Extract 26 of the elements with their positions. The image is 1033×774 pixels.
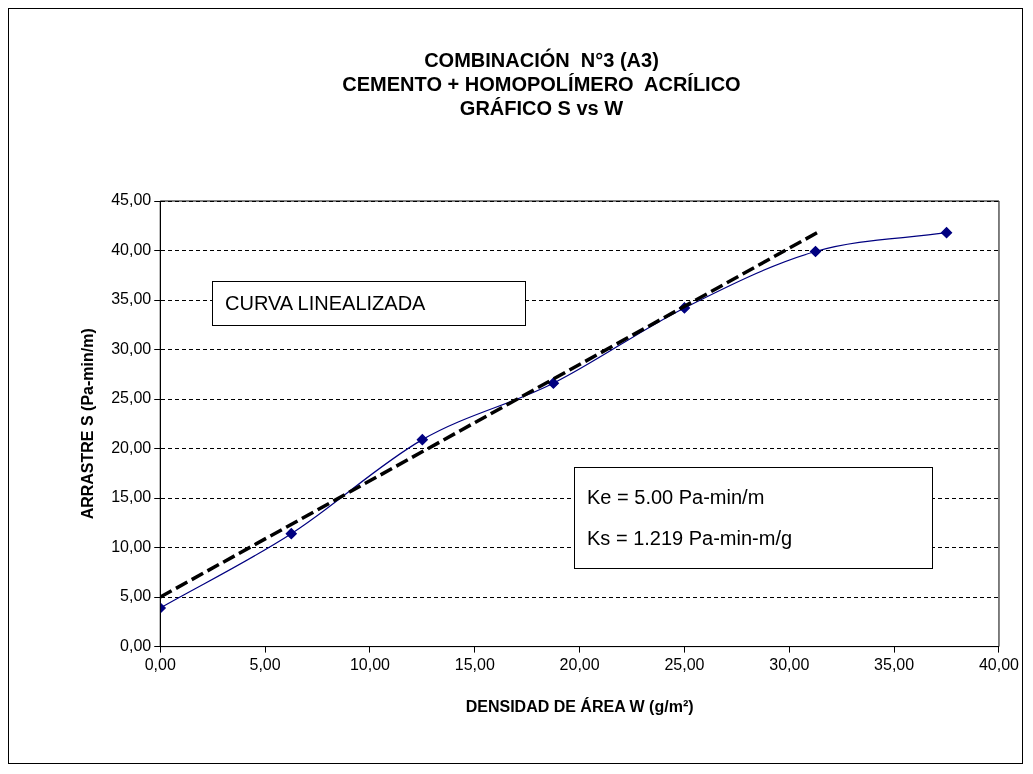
x-tick-label: 35,00: [874, 655, 915, 673]
x-tick-label: 10,00: [349, 655, 391, 673]
y-axis-title: ARRASTRE S (Pa-min/m): [79, 328, 97, 520]
x-tick-label: 40,00: [978, 655, 1020, 673]
x-tick-label: 0,00: [144, 655, 176, 673]
x-tick-label: 30,00: [769, 655, 810, 673]
y-tick-label: 15,00: [111, 488, 152, 506]
annotation: CURVA LINEALIZADA: [225, 292, 427, 315]
y-tick-label: 35,00: [111, 290, 152, 308]
y-tick-label: 0,00: [120, 637, 152, 655]
annotation: Ke = 5.00 Pa-min/m Ks = 1.219 Pa-min-m/g: [587, 486, 794, 550]
x-tick-label: 5,00: [249, 655, 281, 673]
y-tick-label: 10,00: [111, 537, 152, 555]
chart-title: COMBINACIÓN N°3 (A3) CEMENTO + HOMOPOLÍMERO ACRÍLICO GRÁFICO S vs W: [342, 47, 741, 119]
text-box: CURVA LINEALIZADA: [212, 281, 526, 326]
y-tick-label: 20,00: [111, 438, 152, 456]
y-tick-label: 45,00: [111, 191, 152, 209]
text-box: Ke = 5.00 Pa-min/m Ks = 1.219 Pa-min-m/g: [574, 467, 933, 569]
x-tick-label: 15,00: [454, 655, 495, 673]
y-tick-label: 5,00: [120, 587, 152, 605]
x-axis-title: DENSIDAD DE ÁREA W (g/m²): [465, 696, 694, 715]
y-tick-label: 40,00: [111, 240, 152, 258]
x-tick-label: 25,00: [664, 655, 705, 673]
y-tick-label: 30,00: [111, 339, 152, 357]
x-tick-label: 20,00: [559, 655, 600, 673]
y-tick-label: 25,00: [111, 389, 152, 407]
